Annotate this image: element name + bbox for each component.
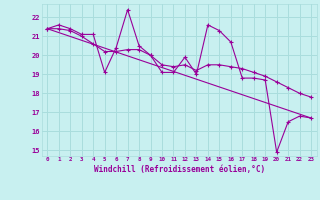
X-axis label: Windchill (Refroidissement éolien,°C): Windchill (Refroidissement éolien,°C) [94, 165, 265, 174]
